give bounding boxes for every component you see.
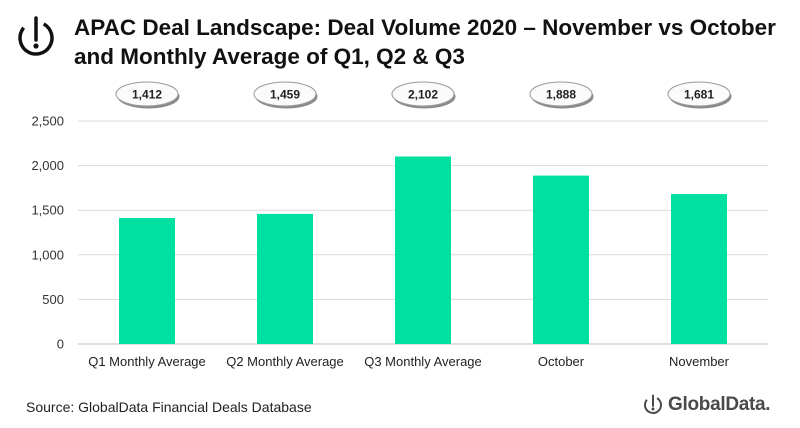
bar	[119, 218, 175, 344]
bar	[533, 175, 589, 344]
data-label-bubble	[667, 81, 731, 107]
x-tick-label: November	[669, 354, 730, 369]
chart-title-line-2: and Monthly Average of Q1, Q2 & Q3	[74, 44, 465, 69]
chart-title: APAC Deal Landscape: Deal Volume 2020 – …	[74, 13, 790, 71]
data-label: 1,681	[684, 88, 714, 102]
y-tick-label: 2,000	[31, 158, 64, 173]
data-label-bubble	[115, 81, 179, 107]
bar	[395, 156, 451, 344]
data-label: 1,459	[270, 88, 300, 102]
bar	[257, 213, 313, 344]
data-label: 2,102	[408, 88, 438, 102]
y-axis-ticks: 0 500 1,000 1,500 2,000 2,500	[31, 114, 64, 352]
data-label-bubble	[253, 81, 317, 107]
x-tick-label: Q2 Monthly Average	[226, 354, 344, 369]
x-axis-categories: Q1 Monthly Average Q2 Monthly Average Q3 M…	[88, 354, 729, 369]
data-label-bubble	[529, 81, 593, 107]
bars	[119, 156, 727, 344]
chart-title-line-1: APAC Deal Landscape: Deal Volume 2020 – …	[74, 15, 776, 40]
data-label: 1,412	[132, 88, 162, 102]
x-tick-label: Q1 Monthly Average	[88, 354, 206, 369]
globaldata-logo-icon	[18, 16, 54, 56]
globaldata-brand: GlobalData.	[642, 393, 771, 417]
x-tick-label: October	[538, 354, 585, 369]
data-labels: 1,412 1,459 2,102 1,888 1,681	[115, 81, 732, 109]
source-note: Source: GlobalData Financial Deals Datab…	[26, 399, 312, 415]
y-tick-label: 1,000	[31, 247, 64, 262]
data-label-bubble	[391, 81, 455, 107]
data-label: 1,888	[546, 88, 576, 102]
y-tick-label: 500	[42, 292, 64, 307]
globaldata-brand-icon	[644, 394, 662, 414]
y-tick-label: 2,500	[31, 114, 64, 129]
y-tick-label: 1,500	[31, 203, 64, 218]
y-tick-label: 0	[57, 337, 64, 352]
bar-chart: 1,412 1,459 2,102 1,888 1,681 0 500 1,000 1,500…	[31, 81, 768, 369]
bar	[671, 194, 727, 344]
brand-name: GlobalData.	[668, 394, 771, 415]
x-tick-label: Q3 Monthly Average	[364, 354, 482, 369]
